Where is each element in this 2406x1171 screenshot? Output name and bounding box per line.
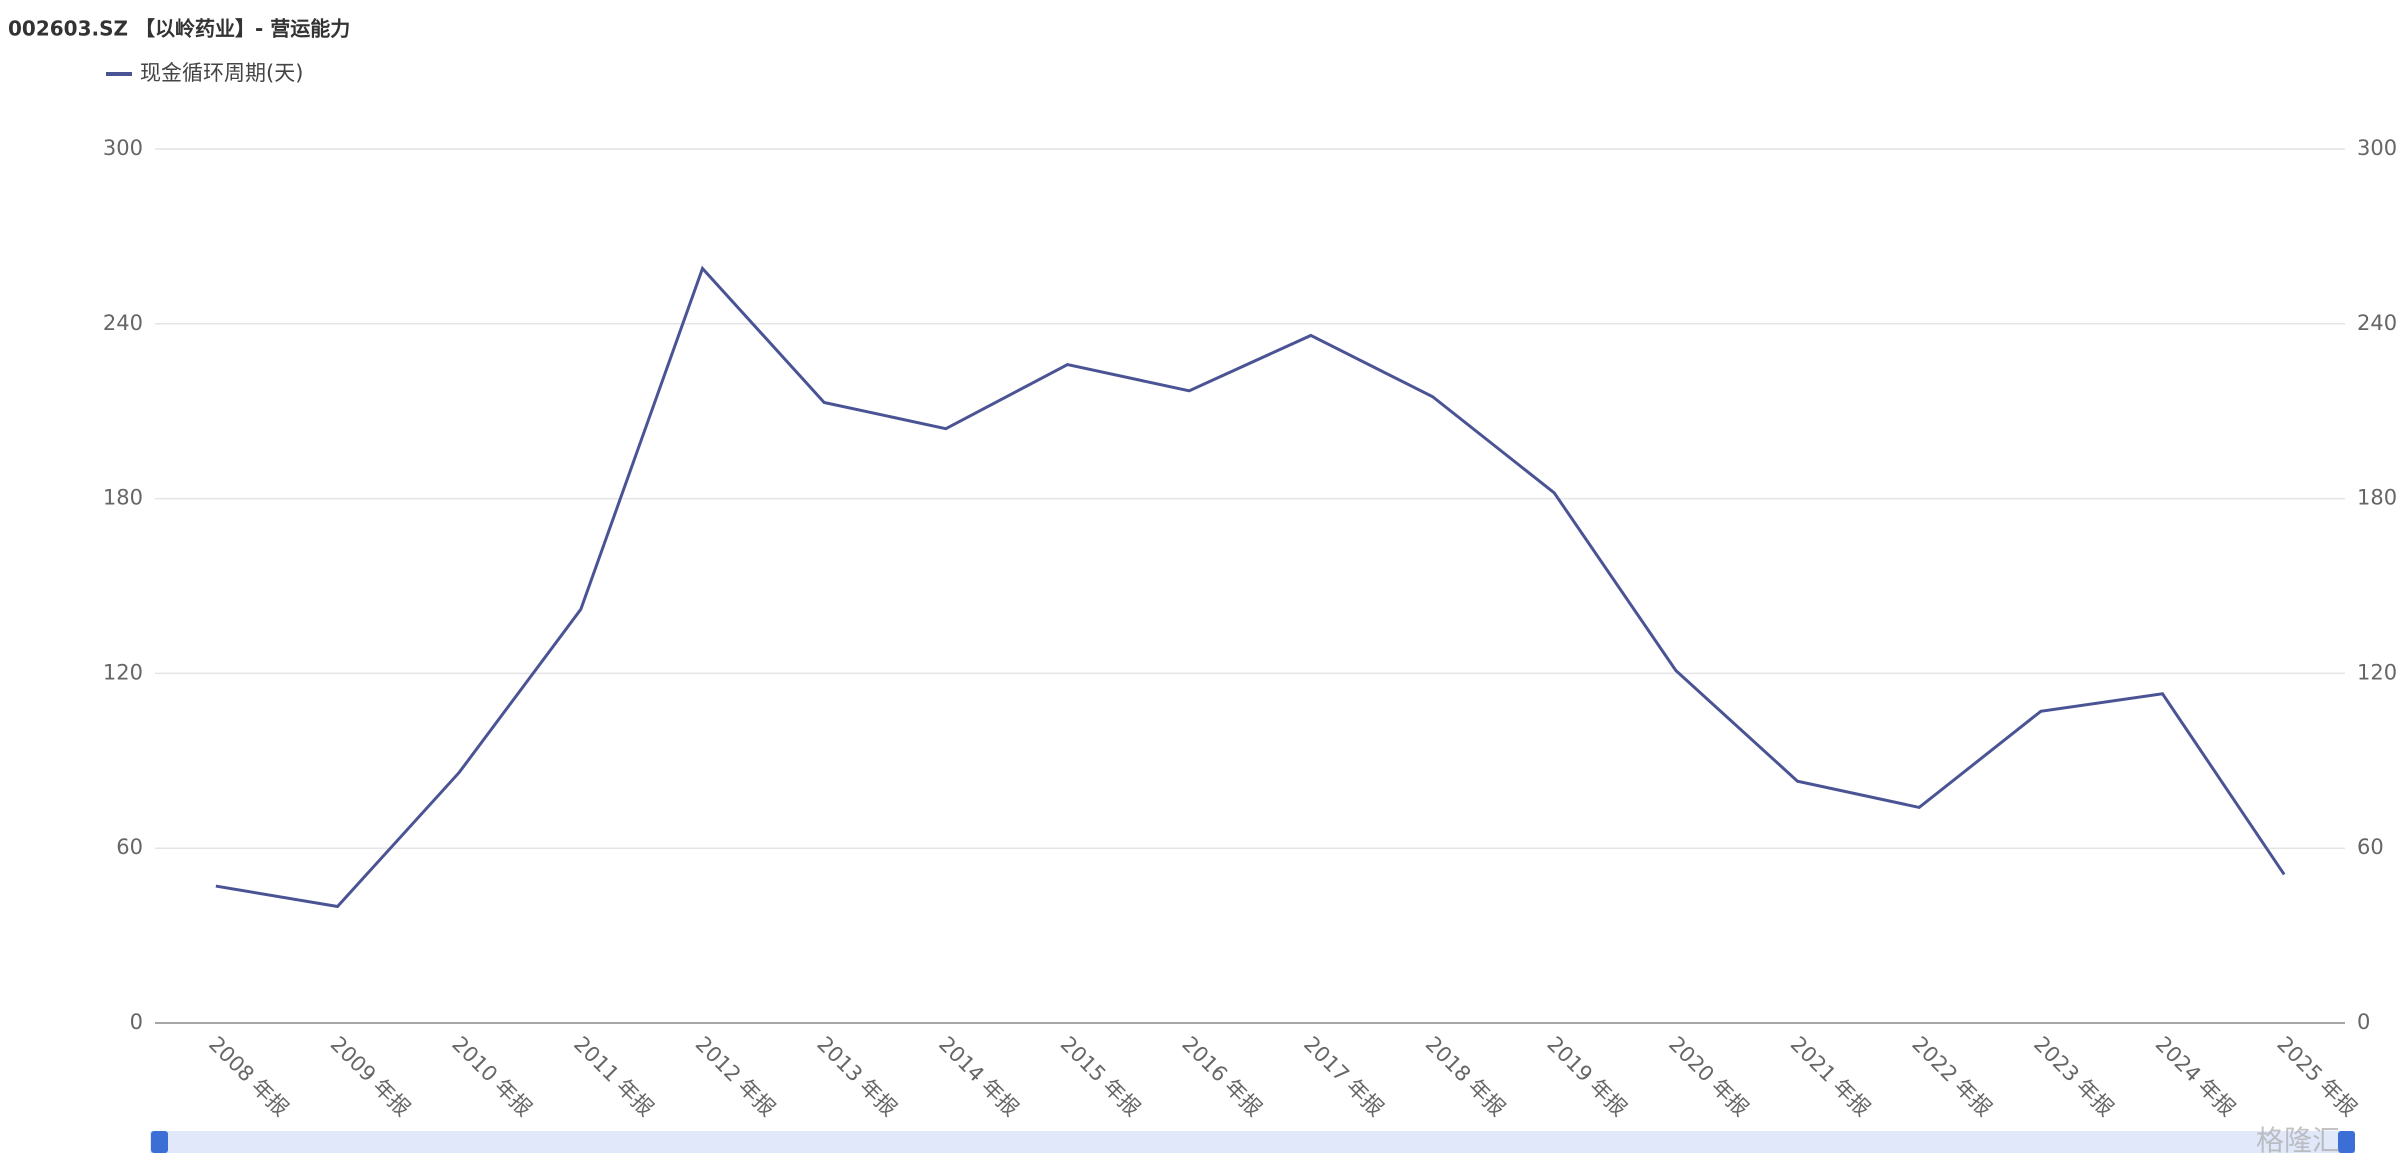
zoom-handle-right[interactable] <box>2338 1131 2355 1153</box>
x-tick-label: 2013 年报 <box>812 1032 901 1121</box>
y2-tick-label: 60 <box>2357 835 2384 859</box>
x-tick-label: 2022 年报 <box>1907 1032 1996 1121</box>
x-tick-label: 2010 年报 <box>447 1032 536 1121</box>
series-line <box>215 265 2286 909</box>
x-tick-label: 2021 年报 <box>1786 1032 1875 1121</box>
x-tick-label: 2024 年报 <box>2151 1032 2240 1121</box>
y2-tick-label: 120 <box>2357 660 2397 684</box>
y-tick-label: 300 <box>103 136 143 160</box>
x-tick-label: 2009 年报 <box>326 1032 415 1121</box>
x-tick-label: 2016 年报 <box>1177 1032 1266 1121</box>
x-tick-label: 2020 年报 <box>1664 1032 1753 1121</box>
y-tick-label: 120 <box>103 660 143 684</box>
y2-tick-label: 180 <box>2357 486 2397 510</box>
x-tick-label: 2025 年报 <box>2272 1032 2361 1121</box>
chart-title: 002603.SZ 【以岭药业】- 营运能力 <box>8 17 350 41</box>
legend-label: 现金循环周期(天) <box>140 61 303 85</box>
y2-tick-label: 0 <box>2357 1010 2370 1034</box>
x-tick-label: 2018 年报 <box>1421 1032 1510 1121</box>
y2-tick-label: 240 <box>2357 311 2397 335</box>
y-tick-label: 180 <box>103 486 143 510</box>
x-tick-label: 2012 年报 <box>691 1032 780 1121</box>
x-tick-label: 2008 年报 <box>204 1032 293 1121</box>
watermark: 格隆汇 <box>2256 1124 2340 1157</box>
x-tick-label: 2023 年报 <box>2029 1032 2118 1121</box>
x-tick-label: 2015 年报 <box>1056 1032 1145 1121</box>
x-tick-label: 2019 年报 <box>1542 1032 1631 1121</box>
zoom-slider[interactable] <box>150 1131 2355 1153</box>
x-tick-label: 2014 年报 <box>934 1032 1023 1121</box>
y-tick-label: 60 <box>116 835 143 859</box>
zoom-handle-left[interactable] <box>151 1131 168 1153</box>
y-tick-label: 0 <box>130 1010 143 1034</box>
x-tick-label: 2011 年报 <box>569 1032 658 1121</box>
x-tick-label: 2017 年报 <box>1299 1032 1388 1121</box>
y2-tick-label: 300 <box>2357 136 2397 160</box>
y-tick-label: 240 <box>103 311 143 335</box>
